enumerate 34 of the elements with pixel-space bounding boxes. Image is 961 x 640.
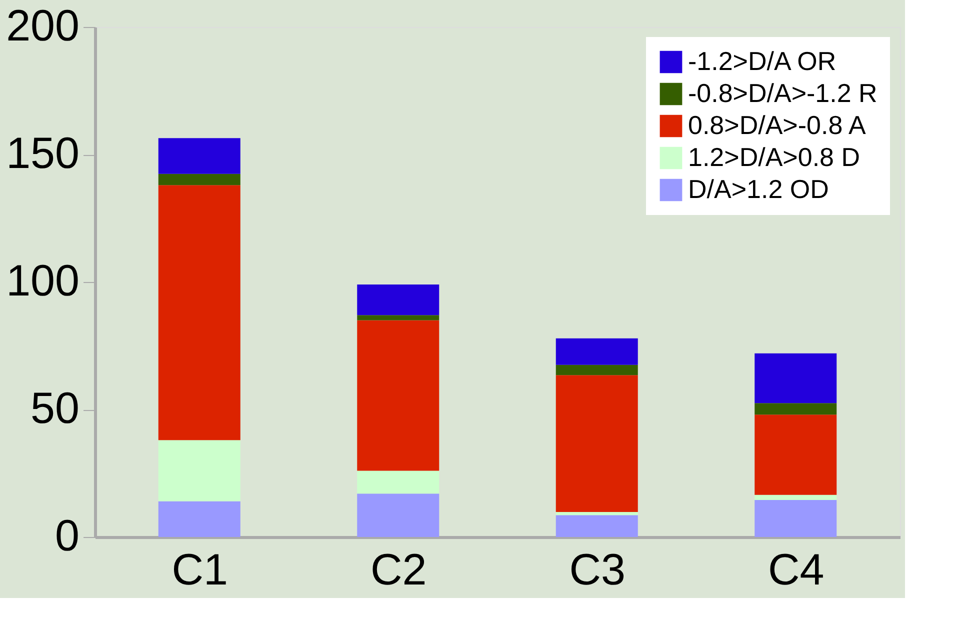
legend-label: 1.2>D/A>0.8 D [688,142,860,172]
bar [357,320,440,471]
bar [556,515,638,537]
bar [556,364,638,376]
bar [556,338,638,365]
y-tick-label: 50 [30,384,80,433]
bar [357,284,440,316]
bar [158,185,240,440]
bar [158,501,240,537]
x-tick-label: C1 [172,546,228,594]
x-tick-label: C3 [569,546,626,594]
bar [754,414,837,495]
bar [158,174,240,186]
y-tick-label: 0 [55,512,80,560]
bar [357,494,440,537]
bar [754,494,837,500]
legend-label: 0.8>D/A>-0.8 A [688,110,866,140]
y-tick-label: 150 [6,129,80,178]
bar [158,138,240,174]
bar [754,403,837,415]
x-tick-label: C4 [768,546,824,594]
bar [357,315,440,320]
legend-label: -1.2>D/A OR [688,46,836,76]
bar [357,470,440,494]
y-tick-label: 100 [6,256,80,306]
y-tick-label: 200 [6,2,80,50]
legend-label: D/A>1.2 OD [688,174,829,204]
x-tick-label: C2 [370,546,427,594]
bar [556,375,638,512]
bar [158,440,240,502]
bar [556,512,638,516]
bar [754,353,837,404]
legend-label: -0.8>D/A>-1.2 R [688,78,878,108]
bar [754,500,837,537]
